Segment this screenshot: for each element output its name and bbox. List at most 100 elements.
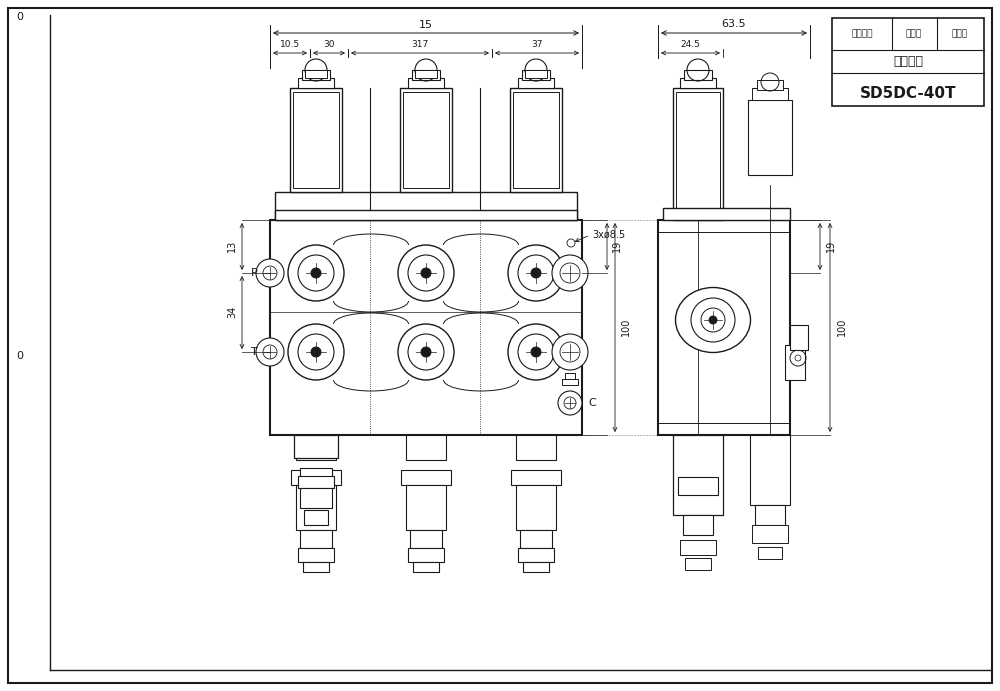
Text: A2: A2 bbox=[421, 269, 431, 278]
Circle shape bbox=[398, 324, 454, 380]
Bar bbox=[757, 80, 783, 90]
Text: 10.5: 10.5 bbox=[280, 39, 300, 48]
Bar bbox=[300, 530, 332, 548]
Bar bbox=[562, 379, 578, 385]
Bar bbox=[410, 530, 442, 548]
Bar bbox=[520, 530, 552, 548]
Bar bbox=[685, 558, 711, 570]
Circle shape bbox=[531, 347, 541, 357]
Bar bbox=[400, 88, 452, 192]
Text: 100: 100 bbox=[837, 318, 847, 337]
Text: SD5DC-40T: SD5DC-40T bbox=[860, 86, 956, 100]
Bar bbox=[680, 540, 716, 555]
Text: P: P bbox=[251, 268, 258, 278]
Text: 24.5: 24.5 bbox=[681, 39, 700, 48]
Circle shape bbox=[288, 324, 344, 380]
Text: 15: 15 bbox=[419, 20, 433, 30]
Bar bbox=[406, 435, 446, 460]
Bar bbox=[406, 485, 446, 530]
Bar bbox=[518, 548, 554, 562]
Circle shape bbox=[558, 391, 582, 415]
Text: 设备标号: 设备标号 bbox=[851, 30, 873, 39]
Bar bbox=[275, 192, 577, 220]
Bar bbox=[518, 78, 554, 88]
Text: 0: 0 bbox=[16, 12, 23, 22]
Bar bbox=[565, 373, 575, 379]
Bar bbox=[678, 477, 718, 495]
Bar bbox=[413, 562, 439, 572]
Text: 版本号: 版本号 bbox=[952, 30, 968, 39]
Text: 63.5: 63.5 bbox=[722, 19, 746, 29]
Bar bbox=[748, 100, 792, 175]
Circle shape bbox=[256, 338, 284, 366]
Bar bbox=[291, 470, 341, 485]
Bar bbox=[305, 70, 327, 78]
Bar bbox=[683, 515, 713, 535]
Bar bbox=[525, 70, 547, 78]
Bar bbox=[298, 548, 334, 562]
Bar bbox=[516, 435, 556, 460]
Text: 图纸编号: 图纸编号 bbox=[893, 55, 923, 68]
Text: B3: B3 bbox=[531, 348, 541, 357]
Bar bbox=[510, 88, 562, 192]
Circle shape bbox=[288, 245, 344, 301]
Bar bbox=[403, 92, 449, 188]
Bar bbox=[658, 220, 790, 435]
Text: C: C bbox=[588, 398, 596, 408]
Bar bbox=[752, 88, 788, 100]
Text: 100: 100 bbox=[621, 318, 631, 337]
Bar bbox=[516, 485, 556, 530]
Text: 0: 0 bbox=[16, 351, 23, 361]
Bar bbox=[511, 470, 561, 485]
Circle shape bbox=[398, 245, 454, 301]
Circle shape bbox=[421, 347, 431, 357]
Bar bbox=[302, 492, 330, 500]
Bar bbox=[293, 92, 339, 188]
Bar bbox=[752, 525, 788, 543]
Bar bbox=[303, 562, 329, 572]
Bar bbox=[513, 92, 559, 188]
Circle shape bbox=[508, 245, 564, 301]
Text: B2: B2 bbox=[421, 348, 431, 357]
Text: A3: A3 bbox=[531, 269, 541, 278]
Bar bbox=[294, 435, 338, 458]
Circle shape bbox=[508, 324, 564, 380]
Text: B1: B1 bbox=[311, 348, 321, 357]
Bar bbox=[275, 210, 577, 220]
Bar bbox=[408, 78, 444, 88]
Bar bbox=[790, 325, 808, 350]
Text: 37: 37 bbox=[531, 39, 543, 48]
Bar bbox=[401, 470, 451, 485]
Circle shape bbox=[709, 316, 717, 324]
Circle shape bbox=[311, 347, 321, 357]
Bar bbox=[680, 78, 716, 88]
Bar bbox=[673, 435, 723, 515]
Bar bbox=[300, 468, 332, 478]
Bar bbox=[832, 18, 984, 106]
Bar bbox=[298, 78, 334, 88]
Circle shape bbox=[311, 268, 321, 278]
Circle shape bbox=[552, 334, 588, 370]
Bar bbox=[785, 345, 805, 380]
Bar bbox=[290, 88, 342, 192]
Bar bbox=[296, 485, 336, 530]
Text: 版本号: 版本号 bbox=[906, 30, 922, 39]
Bar bbox=[296, 435, 336, 460]
Bar bbox=[408, 548, 444, 562]
Bar bbox=[750, 435, 790, 505]
Bar bbox=[676, 92, 720, 216]
Text: 13: 13 bbox=[227, 240, 237, 252]
Bar bbox=[758, 547, 782, 559]
Text: 34: 34 bbox=[227, 306, 237, 318]
Circle shape bbox=[531, 268, 541, 278]
Bar bbox=[522, 70, 550, 80]
Text: 19: 19 bbox=[612, 240, 622, 252]
Text: 3xø8.5: 3xø8.5 bbox=[592, 230, 625, 240]
Bar bbox=[663, 208, 790, 220]
Circle shape bbox=[421, 268, 431, 278]
Text: 317: 317 bbox=[411, 39, 429, 48]
Bar bbox=[412, 70, 440, 80]
Bar bbox=[673, 88, 723, 220]
Text: A1: A1 bbox=[311, 269, 321, 278]
Text: 19: 19 bbox=[826, 240, 836, 252]
